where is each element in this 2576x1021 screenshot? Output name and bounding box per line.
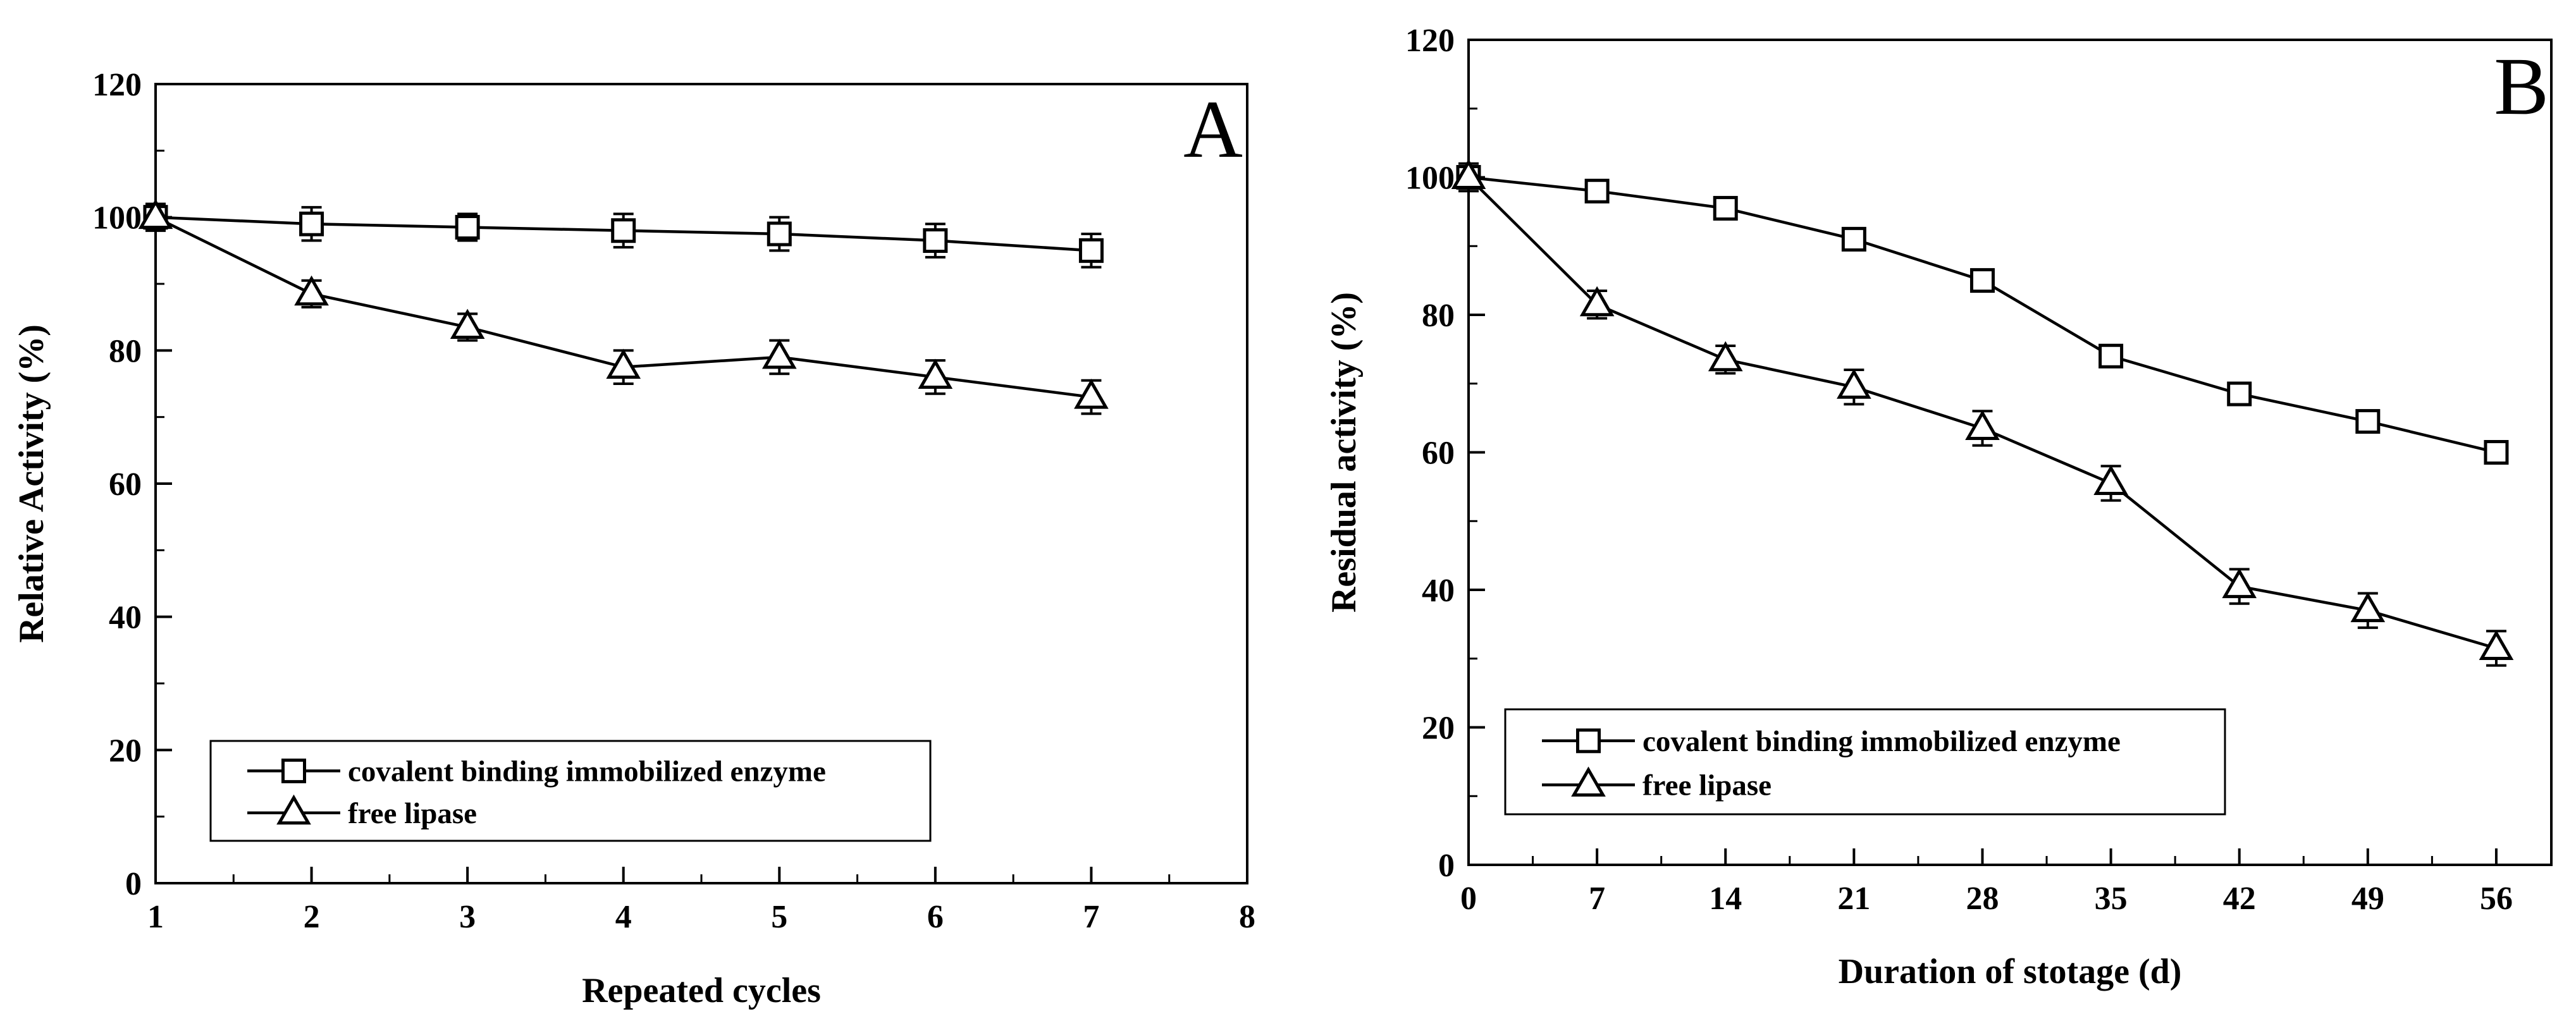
x-tick-label: 5 xyxy=(771,899,787,935)
x-tick-label: 7 xyxy=(1083,899,1099,935)
panel-letter: A xyxy=(1183,84,1243,175)
series-free-lipase xyxy=(1451,159,2514,667)
data-point-triangle xyxy=(2222,568,2257,599)
x-tick-label: 8 xyxy=(1239,899,1255,935)
legend-label: covalent binding immobilized enzyme xyxy=(348,755,826,788)
x-tick-label: 3 xyxy=(459,899,476,935)
data-point-square xyxy=(455,214,480,240)
y-tick-label: 60 xyxy=(109,467,142,503)
y-tick-label: 120 xyxy=(92,67,142,103)
data-point-triangle xyxy=(2093,465,2128,495)
x-tick-label: 35 xyxy=(2095,881,2128,917)
data-point-triangle xyxy=(294,275,329,306)
legend-marker-square xyxy=(281,758,306,783)
y-tick-label: 0 xyxy=(125,866,142,902)
data-point-square xyxy=(2484,440,2509,465)
data-point-triangle xyxy=(918,358,953,389)
x-tick-label: 28 xyxy=(1966,881,1999,917)
x-tick-label: 4 xyxy=(615,899,632,935)
data-point-triangle xyxy=(2479,630,2514,660)
x-tick-label: 0 xyxy=(1460,881,1477,917)
x-tick-label: 6 xyxy=(927,899,944,935)
x-tick-label: 49 xyxy=(2351,881,2384,917)
x-axis-label: Repeated cycles xyxy=(582,971,821,1010)
legend-label: free lipase xyxy=(348,797,477,830)
x-tick-label: 7 xyxy=(1589,881,1605,917)
y-tick-label: 60 xyxy=(1422,436,1455,472)
data-point-square xyxy=(1969,268,1995,293)
y-tick-label: 40 xyxy=(109,600,142,636)
legend: covalent binding immobilized enzyme free … xyxy=(209,740,932,842)
y-tick-label: 120 xyxy=(1405,23,1455,59)
data-point-triangle xyxy=(450,309,485,339)
data-point-square xyxy=(1841,226,1866,252)
x-axis-label: Duration of stotage (d) xyxy=(1839,952,2182,991)
y-tick-label: 80 xyxy=(1422,298,1455,334)
data-point-triangle xyxy=(1451,159,1486,189)
y-tick-label: 80 xyxy=(109,333,142,369)
y-tick-label: 0 xyxy=(1438,848,1455,884)
series-immobilized-enzyme xyxy=(143,202,1104,269)
data-point-square xyxy=(1713,195,1738,221)
data-point-triangle xyxy=(2350,592,2386,623)
data-point-triangle xyxy=(606,348,641,379)
data-point-triangle xyxy=(1074,379,1109,409)
x-tick-label: 14 xyxy=(1709,881,1742,917)
data-point-square xyxy=(2098,343,2124,369)
x-tick-label: 42 xyxy=(2223,881,2256,917)
legend-box xyxy=(1504,708,2226,816)
data-point-square xyxy=(1078,238,1104,263)
data-point-square xyxy=(2227,381,2252,407)
data-point-square xyxy=(299,211,324,236)
chart-panel-a: 0 20 40 60 80 100 120 1 2 3 4 5 6 7 8 Repeated cycles Re… xyxy=(12,67,1255,1010)
data-point-square xyxy=(611,218,636,243)
y-tick-label: 20 xyxy=(109,733,142,769)
y-tick-label: 20 xyxy=(1422,711,1455,747)
legend-marker-square xyxy=(1576,728,1601,754)
x-tick-label: 1 xyxy=(147,899,164,935)
y-tick-label: 40 xyxy=(1422,573,1455,609)
legend-label: covalent binding immobilized enzyme xyxy=(1642,725,2121,758)
y-tick-label: 100 xyxy=(92,200,142,236)
x-tick-label: 2 xyxy=(304,899,320,935)
data-point-triangle xyxy=(1965,410,2000,440)
data-point-square xyxy=(1584,178,1610,204)
data-point-square xyxy=(767,221,792,247)
data-point-triangle xyxy=(138,199,173,229)
panel-letter: B xyxy=(2494,41,2549,132)
data-point-square xyxy=(923,228,948,254)
legend-marker-triangle xyxy=(276,794,311,825)
legend: covalent binding immobilized enzyme free … xyxy=(1504,708,2226,816)
legend-marker-triangle xyxy=(1571,766,1606,797)
data-point-triangle xyxy=(761,338,797,369)
x-tick-label: 21 xyxy=(1837,881,1870,917)
legend-box xyxy=(209,740,932,842)
y-tick-label: 100 xyxy=(1405,161,1455,197)
x-tick-label: 56 xyxy=(2480,881,2513,917)
series-free-lipase xyxy=(138,199,1109,415)
data-point-triangle xyxy=(1579,286,1615,317)
y-axis-label: Residual activity (%) xyxy=(1324,292,1364,613)
y-axis-label: Relative Activity (%) xyxy=(12,324,51,643)
data-point-triangle xyxy=(1837,369,1871,399)
legend-label: free lipase xyxy=(1642,769,1772,802)
data-point-triangle xyxy=(1708,341,1743,372)
chart-panel-b: 0 20 40 60 80 100 120 0 7 14 21 28 35 42 49 56 Duration … xyxy=(1324,23,2553,991)
data-point-square xyxy=(2355,409,2381,434)
